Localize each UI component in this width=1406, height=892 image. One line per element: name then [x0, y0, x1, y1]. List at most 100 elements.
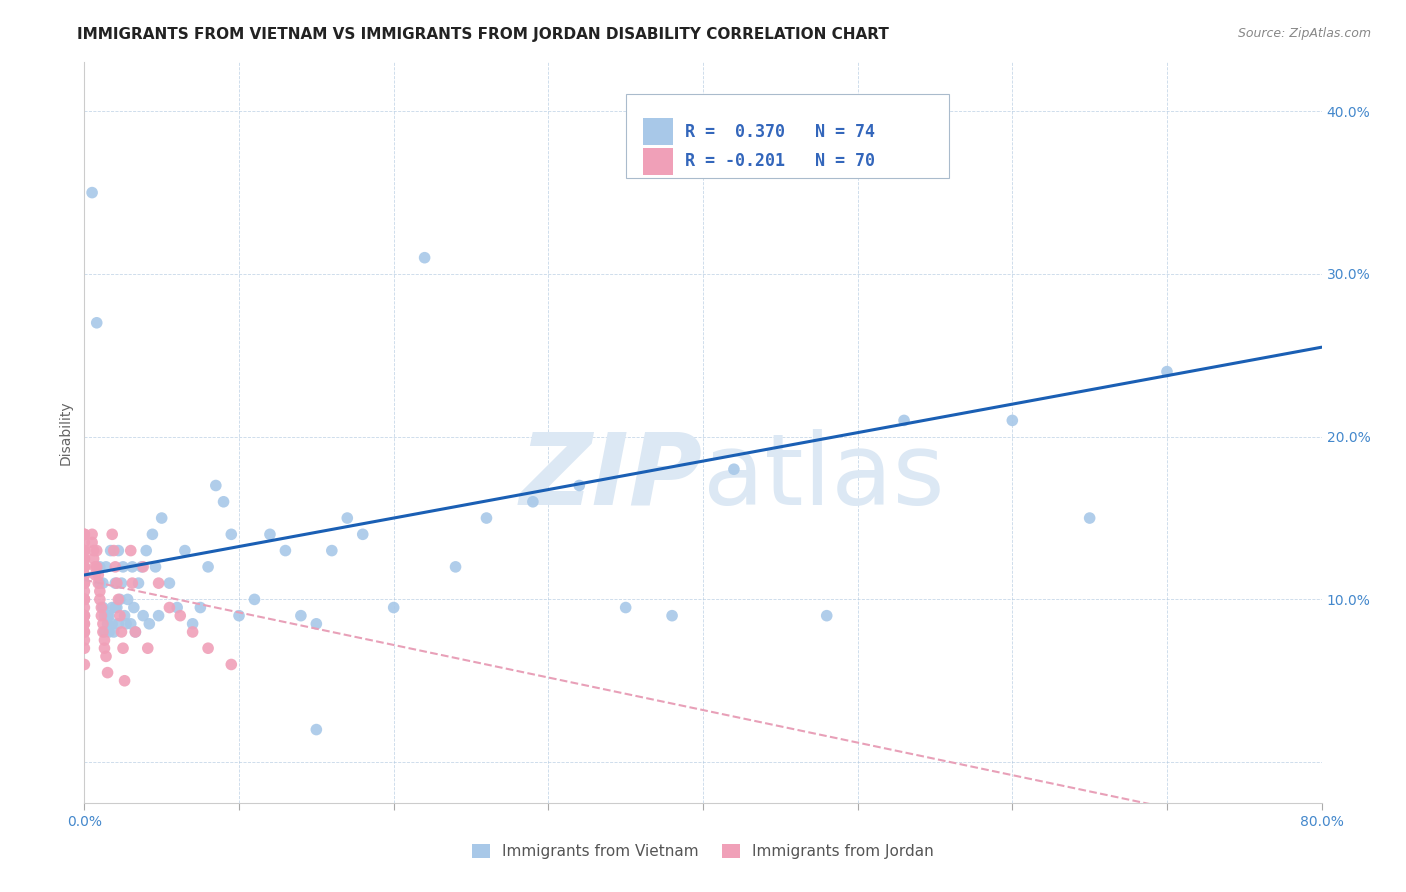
Point	[86, 559, 108, 574]
Point	[91, 576, 114, 591]
Point	[120, 543, 142, 558]
Point	[73, 600, 96, 615]
Point	[73, 657, 96, 672]
Point	[127, 576, 149, 591]
Point	[352, 527, 374, 541]
Point	[103, 624, 125, 639]
Point	[108, 608, 131, 623]
Point	[145, 559, 167, 574]
Point	[73, 559, 96, 574]
Point	[98, 624, 121, 639]
Point	[84, 568, 107, 582]
Point	[110, 624, 132, 639]
Point	[219, 527, 242, 541]
Point	[73, 592, 96, 607]
Point	[82, 535, 104, 549]
Legend: Immigrants from Vietnam, Immigrants from Jordan: Immigrants from Vietnam, Immigrants from…	[465, 838, 941, 865]
Point	[73, 527, 96, 541]
Point	[89, 576, 111, 591]
Point	[141, 527, 163, 541]
Point	[614, 600, 637, 615]
Text: ZIP: ZIP	[520, 428, 703, 525]
Point	[104, 559, 127, 574]
Point	[73, 576, 96, 591]
Point	[522, 495, 544, 509]
Point	[73, 568, 96, 582]
Point	[136, 641, 159, 656]
Point	[107, 616, 129, 631]
Point	[148, 576, 170, 591]
Point	[107, 592, 129, 607]
Point	[290, 608, 312, 623]
Point	[73, 608, 96, 623]
Point	[413, 251, 436, 265]
Y-axis label: Disability: Disability	[59, 401, 73, 465]
Point	[124, 624, 146, 639]
Point	[568, 478, 591, 492]
Point	[197, 559, 219, 574]
Point	[83, 551, 105, 566]
Point	[73, 527, 96, 541]
Text: Source: ZipAtlas.com: Source: ZipAtlas.com	[1237, 27, 1371, 40]
Point	[148, 608, 170, 623]
Point	[100, 543, 122, 558]
Point	[181, 624, 204, 639]
Point	[93, 624, 115, 639]
Point	[93, 641, 115, 656]
Point	[91, 600, 114, 615]
Point	[73, 624, 96, 639]
Point	[115, 616, 138, 631]
Point	[73, 608, 96, 623]
Point	[94, 559, 117, 574]
Point	[73, 559, 96, 574]
Point	[73, 641, 96, 656]
Point	[73, 576, 96, 591]
Point	[132, 608, 155, 623]
Point	[121, 576, 143, 591]
Point	[131, 559, 153, 574]
Point	[86, 543, 108, 558]
Point	[84, 559, 107, 574]
Point	[1156, 365, 1178, 379]
Text: R = -0.201   N = 70: R = -0.201 N = 70	[685, 153, 875, 170]
Point	[86, 316, 108, 330]
Point	[382, 600, 405, 615]
Point	[96, 616, 118, 631]
Point	[121, 559, 143, 574]
Point	[114, 608, 136, 623]
Point	[1001, 413, 1024, 427]
Point	[73, 551, 96, 566]
Point	[73, 576, 96, 591]
Point	[112, 559, 135, 574]
Point	[98, 608, 121, 623]
Point	[73, 543, 96, 558]
Point	[212, 495, 235, 509]
Point	[122, 600, 145, 615]
Point	[336, 511, 359, 525]
Point	[105, 576, 128, 591]
Point	[228, 608, 250, 623]
Point	[73, 535, 96, 549]
Point	[83, 543, 105, 558]
Point	[723, 462, 745, 476]
Point	[104, 600, 127, 615]
Point	[444, 559, 467, 574]
Point	[90, 608, 112, 623]
Point	[73, 633, 96, 648]
Point	[101, 527, 124, 541]
Point	[89, 559, 111, 574]
Point	[89, 584, 111, 599]
Point	[169, 608, 191, 623]
Point	[1078, 511, 1101, 525]
Point	[188, 600, 211, 615]
Point	[138, 616, 160, 631]
Point	[73, 584, 96, 599]
Point	[181, 616, 204, 631]
Point	[117, 592, 139, 607]
Point	[103, 543, 125, 558]
Text: R =  0.370   N = 74: R = 0.370 N = 74	[685, 123, 875, 141]
Point	[243, 592, 266, 607]
Point	[219, 657, 242, 672]
Point	[82, 527, 104, 541]
Point	[135, 543, 157, 558]
